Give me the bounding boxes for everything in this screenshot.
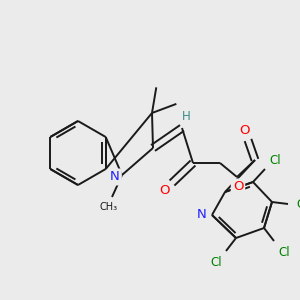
Text: Cl: Cl [269,154,281,166]
Text: N: N [110,170,120,184]
Text: Cl: Cl [296,197,300,211]
Text: O: O [239,124,249,136]
Text: CH₃: CH₃ [100,202,118,212]
Text: N: N [197,208,207,221]
Text: Cl: Cl [210,256,222,269]
Text: H: H [182,110,190,124]
Text: O: O [233,181,243,194]
Text: Cl: Cl [278,247,290,260]
Text: O: O [160,184,170,197]
